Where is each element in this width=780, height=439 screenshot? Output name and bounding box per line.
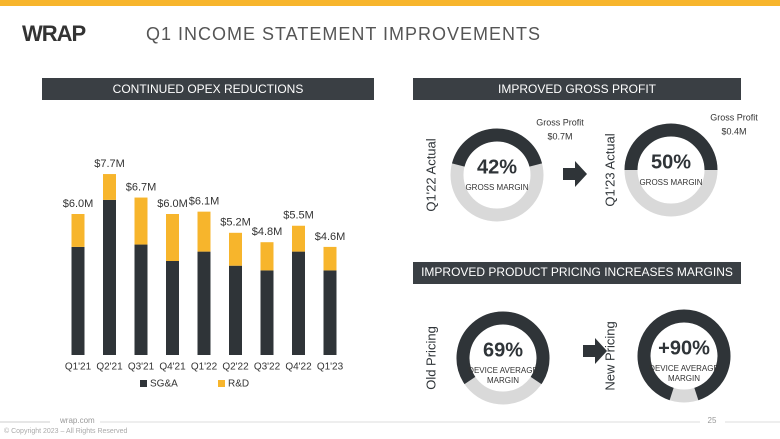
donut-arc <box>456 311 550 385</box>
total-label: $4.8M <box>252 226 283 238</box>
bar-segment <box>323 246 337 271</box>
legend-swatch <box>218 380 225 387</box>
donut-subtitle: DEVICE AVERAGE <box>649 364 719 373</box>
arrow <box>563 161 587 187</box>
bar-segment <box>134 197 148 245</box>
x-tick-label: Q1'22 <box>191 362 218 373</box>
donut-value: +90% <box>658 337 710 359</box>
bar-segment <box>197 211 211 252</box>
bar-segment <box>292 251 305 355</box>
total-label: $6.0M <box>63 198 94 210</box>
x-tick-label: Q2'22 <box>222 362 249 373</box>
total-label: $5.2M <box>220 217 251 229</box>
bar-segment <box>134 244 148 355</box>
total-label: $7.7M <box>94 158 125 170</box>
footer-copyright: © Copyright 2023 – All Rights Reserved <box>4 427 128 435</box>
bar-segment <box>166 261 179 355</box>
bar-segment <box>166 214 179 261</box>
bar-segment <box>71 214 85 247</box>
x-tick-label: Q4'21 <box>159 362 186 373</box>
bar-segment <box>323 270 337 355</box>
bar-segment <box>292 225 305 252</box>
total-label: $6.0M <box>157 198 188 210</box>
x-tick-label: Q3'22 <box>254 362 281 373</box>
legend-swatch <box>140 380 147 387</box>
x-tick-label: Q1'23 <box>317 362 344 373</box>
total-label: $6.1M <box>189 196 220 208</box>
bar-segment <box>103 174 116 200</box>
slide-title: Q1 INCOME STATEMENT IMPROVEMENTS <box>146 24 541 44</box>
donut-subtitle: DEVICE AVERAGE <box>468 366 538 375</box>
bar-segment <box>197 251 211 355</box>
legend-label: R&D <box>228 379 249 390</box>
annotation: $0.7M <box>547 131 572 141</box>
x-tick-label: Q1'21 <box>65 362 92 373</box>
donut-value: 42% <box>477 156 517 178</box>
panel-title: IMPROVED PRODUCT PRICING INCREASES MARGI… <box>421 265 733 279</box>
total-label: $6.7M <box>126 181 157 193</box>
panel-header <box>42 78 374 100</box>
annotation: $0.4M <box>721 126 746 136</box>
panel-header <box>413 262 741 284</box>
x-tick-label: Q4'22 <box>285 362 312 373</box>
bar-segment <box>71 246 85 355</box>
donut-subtitle: MARGIN <box>668 374 700 383</box>
donut-side-label: Old Pricing <box>423 326 438 390</box>
x-tick-label: Q3'21 <box>128 362 155 373</box>
x-tick-label: Q2'21 <box>96 362 123 373</box>
page-number: 25 <box>708 416 717 425</box>
panel-header <box>413 78 741 100</box>
logo: WRAP <box>22 21 86 46</box>
panel-title: CONTINUED OPEX REDUCTIONS <box>113 82 304 96</box>
donut-arc <box>624 123 718 171</box>
bar-segment <box>260 242 274 271</box>
donut-arc <box>451 128 543 167</box>
donut-side-label: Q1'22 Actual <box>423 138 438 211</box>
donut-side-label: Q1'23 Actual <box>602 133 617 206</box>
donut-subtitle: GROSS MARGIN <box>639 178 702 187</box>
panel-title: IMPROVED GROSS PROFIT <box>498 82 657 96</box>
donut-value: 50% <box>651 151 691 173</box>
footer-site: wrap.com <box>59 416 95 425</box>
bar-segment <box>229 232 242 266</box>
donut-subtitle: GROSS MARGIN <box>465 183 528 192</box>
legend-label: SG&A <box>150 379 178 390</box>
arrow <box>583 338 607 364</box>
annotation: Gross Profit <box>536 117 584 127</box>
bar-segment <box>229 265 242 355</box>
top-strip <box>0 0 780 6</box>
total-label: $4.6M <box>315 231 346 243</box>
donut-side-label: New Pricing <box>602 321 617 390</box>
bar-segment <box>260 270 274 355</box>
donut-subtitle: MARGIN <box>487 376 519 385</box>
annotation: Gross Profit <box>710 112 758 122</box>
donut-value: 69% <box>483 339 523 361</box>
bar-segment <box>103 199 116 355</box>
donut-arc <box>637 309 731 401</box>
total-label: $5.5M <box>283 210 314 222</box>
